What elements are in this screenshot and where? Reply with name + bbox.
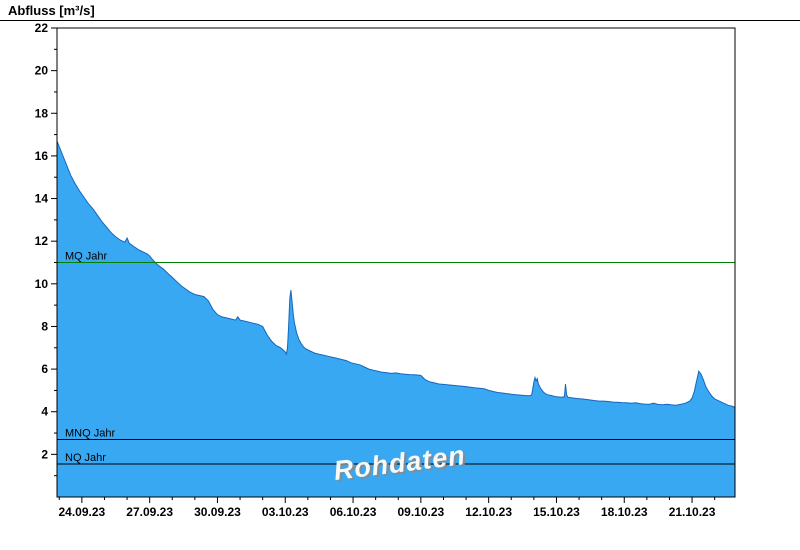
- discharge-area: [57, 141, 735, 497]
- y-tick-label: 4: [41, 405, 48, 419]
- x-tick-label: 27.09.23: [126, 505, 173, 519]
- chart-title: Abfluss [m³/s]: [8, 3, 95, 18]
- y-tick-label: 14: [35, 192, 49, 206]
- plot-border: [56, 27, 736, 498]
- x-tick-label: 03.10.23: [262, 505, 309, 519]
- x-tick-label: 18.10.23: [601, 505, 648, 519]
- title-divider: [0, 20, 800, 21]
- x-tick-label: 15.10.23: [533, 505, 580, 519]
- x-tick-label: 06.10.23: [330, 505, 377, 519]
- y-tick-label: 12: [35, 234, 49, 248]
- reference-line-label-1: MNQ Jahr: [65, 427, 115, 439]
- y-tick-label: 6: [41, 362, 48, 376]
- x-tick-label: 09.10.23: [398, 505, 445, 519]
- y-tick-label: 22: [35, 21, 49, 35]
- y-tick-label: 2: [41, 447, 48, 461]
- reference-line-label-2: NQ Jahr: [65, 452, 106, 464]
- x-tick-label: 24.09.23: [59, 505, 106, 519]
- x-tick-label: 21.10.23: [669, 505, 716, 519]
- y-tick-label: 16: [35, 149, 49, 163]
- y-tick-label: 18: [35, 106, 49, 120]
- y-tick-label: 8: [41, 319, 48, 333]
- reference-line-label-0: MQ Jahr: [65, 251, 108, 263]
- y-tick-label: 20: [35, 64, 49, 78]
- x-tick-label: 30.09.23: [194, 505, 241, 519]
- discharge-line: [56, 140, 736, 408]
- x-axis: 24.09.23 27.09.23 30.09.23 03.10.23 06.10.23…: [59, 497, 716, 519]
- y-axis: 2 4 6 8 10 12 14 16 18 20 22: [35, 21, 57, 477]
- y-tick-label: 10: [35, 277, 49, 291]
- x-tick-label: 12.10.23: [465, 505, 512, 519]
